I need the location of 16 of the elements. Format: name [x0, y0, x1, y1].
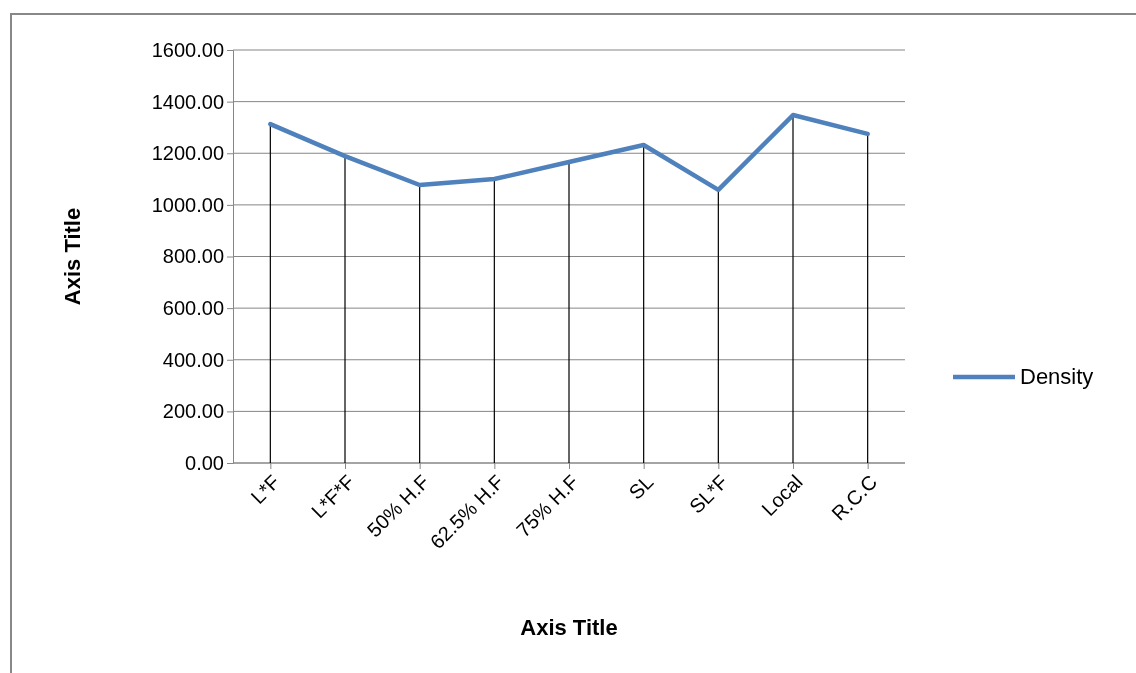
y-tick-label: 400.00: [162, 348, 224, 371]
y-tick-label: 200.00: [162, 400, 224, 423]
y-tick-label: 0.00: [185, 451, 224, 474]
line-series: [268, 112, 870, 193]
x-axis-title: Axis Title: [520, 615, 618, 640]
y-axis-title: Axis Title: [60, 207, 85, 306]
y-tick-label: 1400.00: [151, 90, 224, 113]
y-tick-label: 1200.00: [151, 142, 224, 165]
y-tick-label: 800.00: [162, 245, 224, 268]
x-tick-label: L*F: [246, 470, 285, 509]
x-tick-label: SL: [624, 470, 658, 504]
y-tick-label: 1000.00: [151, 193, 224, 216]
y-tick-label: 1600.00: [151, 38, 224, 61]
y-tick-label: 600.00: [162, 297, 224, 320]
x-tick-label: 75% H.F: [512, 470, 583, 542]
legend-label: Density: [1020, 364, 1094, 389]
